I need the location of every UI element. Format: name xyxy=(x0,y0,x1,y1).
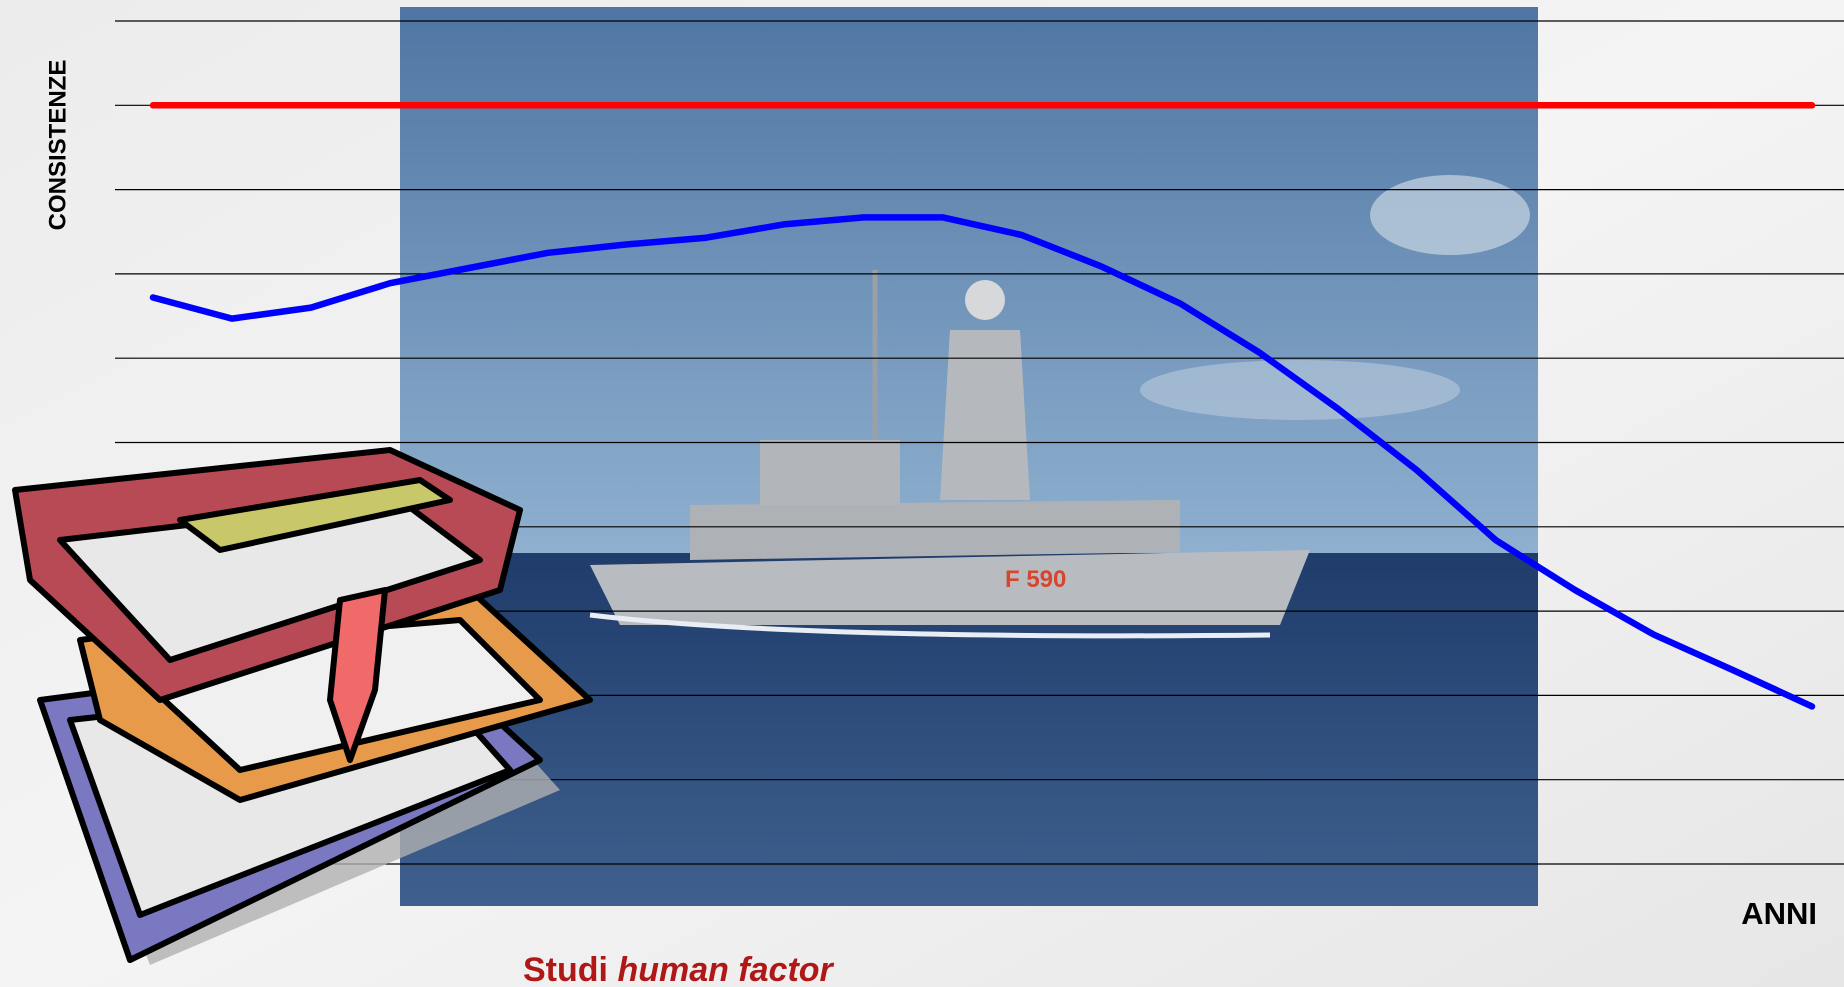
y-axis-label: CONSISTENZE xyxy=(44,60,71,231)
svg-text:F 590: F 590 xyxy=(1005,566,1066,593)
caption: Studi human factor xyxy=(523,951,835,987)
x-axis-label: ANNI xyxy=(1741,896,1817,931)
ship-photo: F 590 xyxy=(400,7,1538,906)
page: F 590 CONSISTENZE ANNI Studi human facto… xyxy=(0,0,1844,987)
caption-text: Studi xyxy=(523,951,608,987)
caption-emphasis: human factor xyxy=(617,951,834,987)
slide: F 590 CONSISTENZE ANNI Studi human facto… xyxy=(0,0,1844,987)
